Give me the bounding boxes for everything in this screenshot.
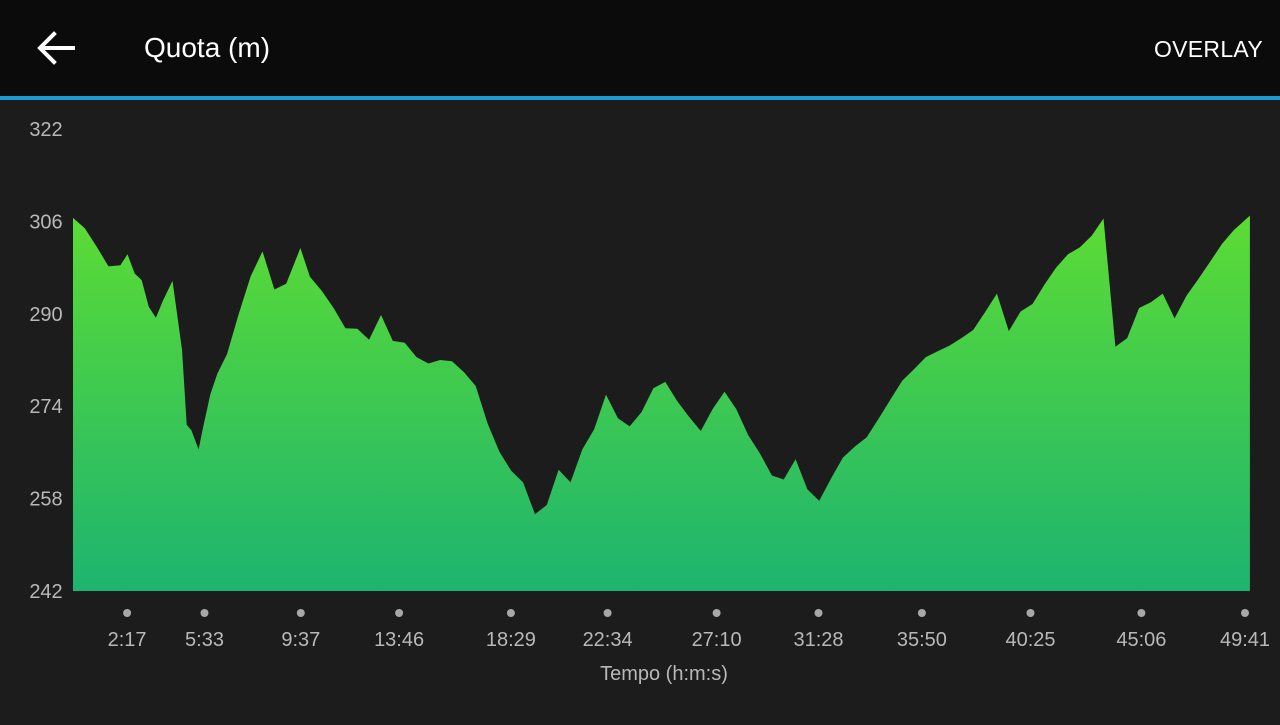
app-bar bbox=[0, 0, 1280, 96]
x-tick-label: 49:41 bbox=[1220, 629, 1270, 651]
x-tick-label: 27:10 bbox=[692, 629, 742, 651]
x-tick-marker bbox=[296, 609, 305, 617]
y-tick-label: 306 bbox=[29, 211, 62, 233]
y-axis-labels: 322 306 290 274 258 242 bbox=[29, 119, 62, 603]
x-tick-marker bbox=[917, 609, 926, 617]
overlay-button[interactable]: OVERLAY bbox=[1153, 36, 1263, 62]
x-tick-marker bbox=[814, 609, 823, 617]
elevation-chart: 322 306 290 274 258 242 2:17 5:33 9:37 13:46 18:2… bbox=[0, 100, 1280, 720]
x-tick-marker bbox=[1137, 609, 1146, 617]
x-tick-label: 9:37 bbox=[281, 629, 320, 651]
x-tick-label: 22:34 bbox=[583, 629, 633, 651]
x-tick-marker bbox=[1241, 609, 1249, 617]
x-tick-marker bbox=[123, 609, 132, 617]
back-button[interactable] bbox=[24, 20, 88, 76]
x-tick-label: 31:28 bbox=[793, 629, 843, 651]
x-tick-label: 5:33 bbox=[185, 629, 224, 651]
y-tick-label: 258 bbox=[29, 489, 62, 511]
y-tick-label: 274 bbox=[29, 396, 62, 418]
x-tick-label: 35:50 bbox=[897, 629, 947, 651]
y-tick-label: 290 bbox=[29, 304, 62, 326]
arrow-left-icon bbox=[37, 31, 75, 65]
y-tick-label: 322 bbox=[29, 119, 62, 141]
y-tick-label: 242 bbox=[29, 581, 62, 603]
x-tick-marker bbox=[506, 609, 515, 617]
x-tick-label: 45:06 bbox=[1116, 629, 1166, 651]
elevation-area-series bbox=[73, 215, 1250, 591]
x-tick-label: 18:29 bbox=[486, 629, 536, 651]
x-tick-label: 40:25 bbox=[1005, 629, 1055, 651]
x-tick-label: 13:46 bbox=[374, 629, 424, 651]
page-title: Quota (m) bbox=[144, 32, 271, 63]
x-tick-marker bbox=[395, 609, 404, 617]
x-tick-marker bbox=[712, 609, 721, 617]
x-tick-marker bbox=[200, 609, 209, 617]
x-tick-marker bbox=[1026, 609, 1035, 617]
x-axis-title: Tempo (h:m:s) bbox=[600, 663, 728, 685]
x-tick-label: 2:17 bbox=[108, 629, 147, 651]
x-tick-marker bbox=[603, 609, 612, 617]
elevation-chart-svg: 322 306 290 274 258 242 2:17 5:33 9:37 13:46 18:2… bbox=[29, 119, 1270, 685]
app-bar-accent-line bbox=[0, 96, 1280, 100]
x-axis-ticks: 2:17 5:33 9:37 13:46 18:29 22:34 27:10 31:28 35:… bbox=[108, 609, 1270, 651]
